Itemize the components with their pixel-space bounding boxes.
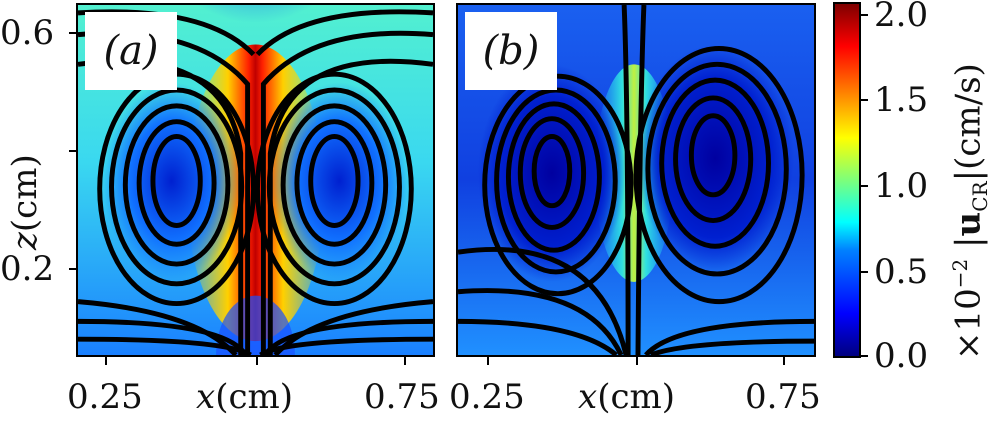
y-axis-label: z(cm) [5,154,45,250]
panel-a-xtick-0.75 [404,357,406,365]
colorbar-tick-1.5 [861,99,868,101]
ytick-label-0.6: 0.6 [0,13,55,53]
panel-b-xtick-0.75 [783,357,785,365]
colorbar-tick-0.5 [861,271,868,273]
panel-b-xtick-0.25 [487,357,489,365]
panel-b-x-axis-label: x(cm) [578,380,675,414]
panel-a-heatmap: (a) [76,3,435,357]
colorbar-title-unit: (cm/s) [948,63,989,170]
colorbar-label-2.0: 2.0 [874,0,929,35]
x-axis-unit: (cm) [597,377,675,417]
colorbar-label-1.0: 1.0 [874,166,929,206]
colorbar-title-symbol: u [948,211,989,237]
colorbar [833,2,861,358]
panel-b-heatmap: (b) [456,3,816,357]
ytick-0.6 [69,32,77,34]
panel-a-xtick-label-0.75: 0.75 [364,377,440,417]
y-axis-unit: (cm) [5,154,45,233]
colorbar-title-subscript: CR [968,181,993,212]
colorbar-label-1.5: 1.5 [874,80,929,120]
colorbar-label-0.0: 0.0 [874,336,929,376]
panel-a-xtick-0.25 [105,357,107,365]
colorbar-title-prefix: ×10 [948,288,989,360]
colorbar-tick-0.0 [861,355,868,357]
panel-b-label: (b) [465,12,557,90]
y-axis-var: z [5,232,45,250]
panel-a-label: (a) [85,12,177,90]
ytick-0.2 [69,268,77,270]
panel-b-xtick-label-0.75: 0.75 [745,377,821,417]
x-axis-var: x [578,377,598,417]
panel-b-xtick-0.5 [636,357,638,365]
colorbar-title: ×10−2 |uCR|(cm/s) [940,63,1000,360]
colorbar-tick-2.0 [861,14,868,16]
panel-a-x-axis-label: x(cm) [196,380,293,414]
colorbar-label-0.5: 0.5 [874,252,929,292]
panel-a-xtick-label-0.25: 0.25 [67,377,143,417]
x-axis-var: x [196,377,216,417]
colorbar-title-bar-right: | [948,169,989,182]
ytick-label-0.2: 0.2 [0,249,55,289]
panel-b-xtick-label-0.25: 0.25 [449,377,525,417]
x-axis-unit: (cm) [215,377,293,417]
colorbar-title-exponent: −2 [948,258,972,289]
colorbar-title-bar-left: | [948,236,989,248]
panel-a-xtick-0.5 [256,357,258,365]
ytick-0.4 [69,150,77,152]
colorbar-tick-1.0 [861,185,868,187]
